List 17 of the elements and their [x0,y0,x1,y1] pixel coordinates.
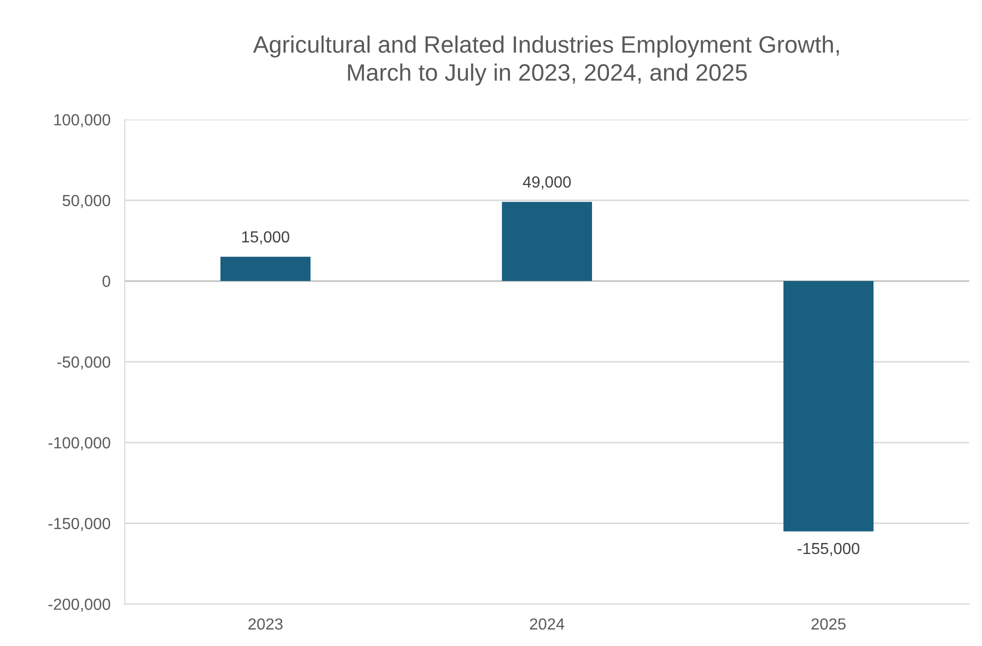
x-tick-label: 2025 [812,618,846,630]
y-tick-label: 0 [102,276,110,287]
bar [783,281,874,532]
data-label: -155,000 [798,542,860,556]
chart-title: Agricultural and Related Industries Employment Growth, March to July in 2023, 2024, and 2025 [253,36,839,86]
data-label: 49,000 [522,176,571,190]
bar [220,256,311,282]
y-tick-label: -100,000 [48,437,110,450]
data-label: 15,000 [242,231,290,244]
y-tick-label: -150,000 [48,518,110,532]
y-tick-label: 100,000 [54,114,110,128]
bar [502,202,592,282]
x-tick-label: 2024 [530,618,564,630]
y-tick-label: -200,000 [48,598,110,612]
x-tick-label: 2023 [248,618,283,630]
y-tick-label: 50,000 [62,194,110,208]
y-tick-label: -50,000 [57,356,110,370]
